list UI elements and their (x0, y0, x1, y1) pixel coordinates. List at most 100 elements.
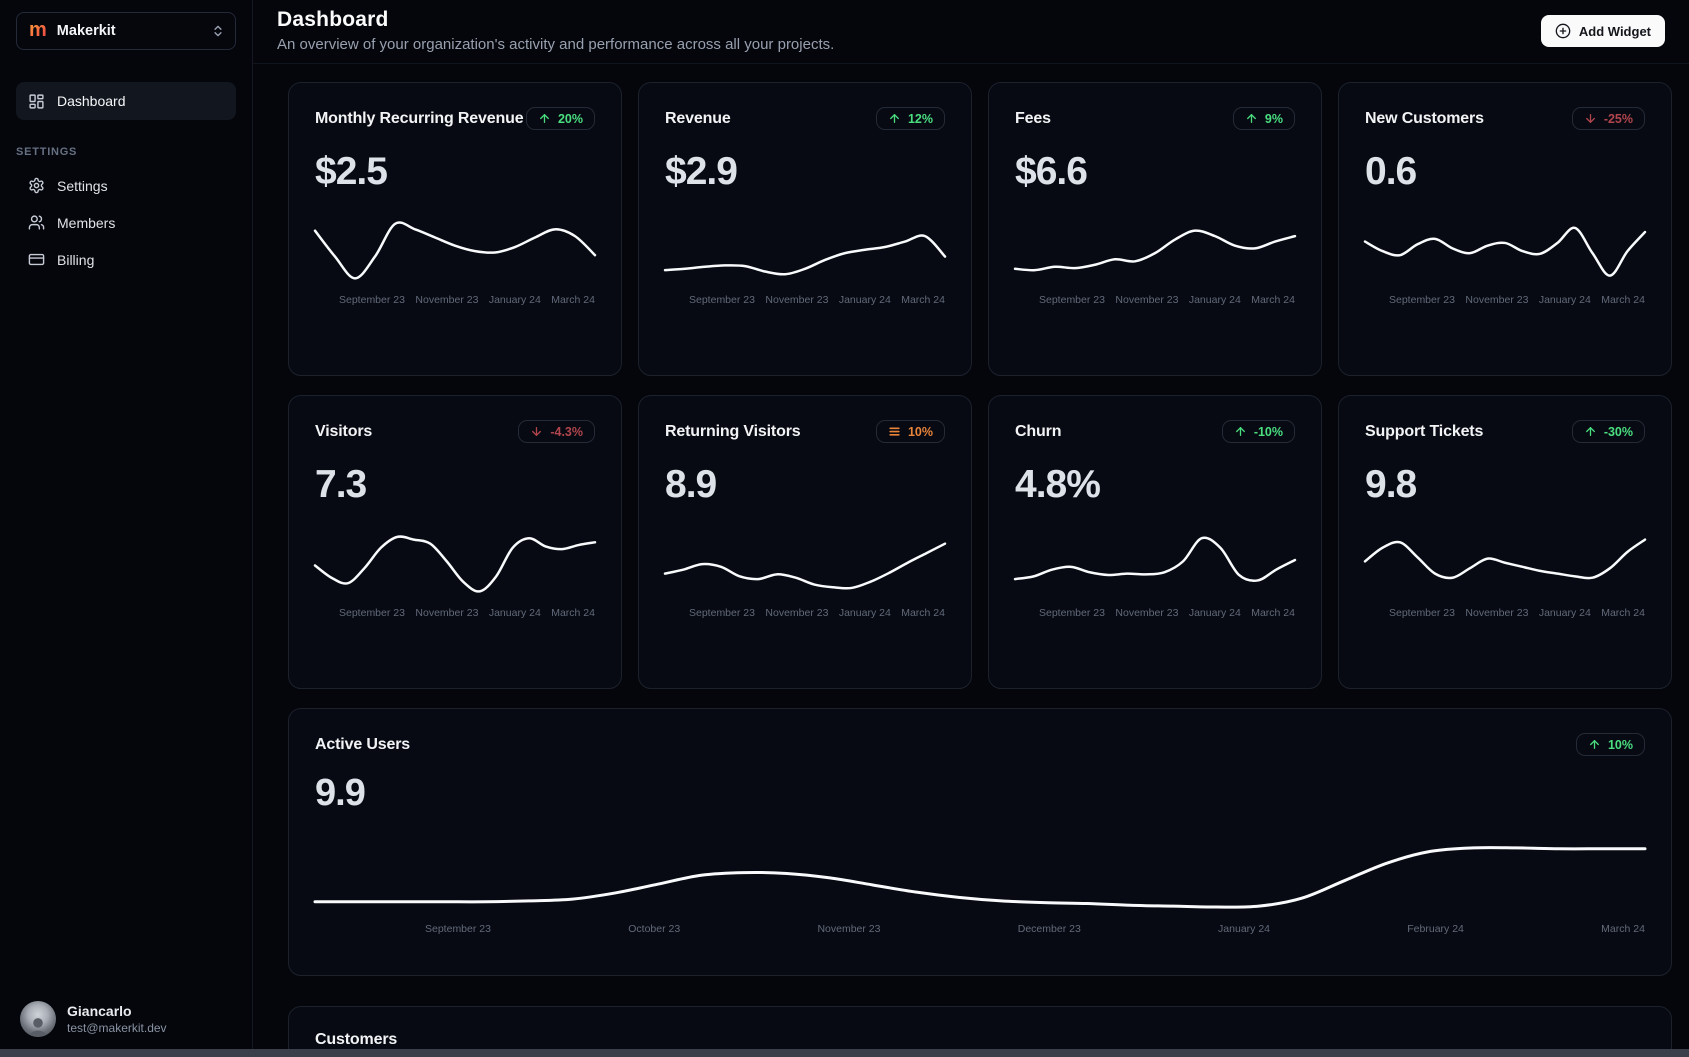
sidebar-item-dashboard[interactable]: Dashboard (16, 82, 236, 120)
x-axis-label: November 23 (415, 607, 479, 619)
circle-plus-icon (1555, 23, 1571, 39)
x-axis-label: February 24 (1407, 923, 1464, 935)
metric-value: $2.5 (315, 150, 388, 193)
horizontal-scrollbar[interactable] (0, 1049, 1689, 1057)
sidebar-item-members[interactable]: Members (16, 205, 236, 240)
metric-value: 8.9 (665, 463, 717, 506)
sidebar-item-label: Members (57, 214, 116, 231)
metric-value: $6.6 (1015, 150, 1088, 193)
sparkline-chart (315, 525, 595, 599)
arrow-up-icon (1234, 425, 1247, 438)
x-axis-labels: September 23 November 23 January 24 March 2… (1365, 607, 1645, 619)
trend-value: 12% (907, 111, 933, 126)
arrow-up-icon (538, 112, 551, 125)
sparkline-chart (315, 212, 595, 286)
trend-badge: 10% (1575, 733, 1645, 756)
team-selector[interactable]: m Makerkit (16, 12, 236, 50)
x-axis-label: January 24 (1538, 294, 1591, 306)
arrow-down-icon (530, 425, 543, 438)
user-profile[interactable]: Giancarlo test@makerkit.dev (16, 995, 236, 1043)
sidebar-item-billing[interactable]: Billing (16, 242, 236, 277)
x-axis-label: September 23 (689, 607, 755, 619)
sparkline-chart (665, 525, 945, 599)
x-axis-labels: September 23 November 23 January 24 March 2… (315, 294, 595, 306)
gear-icon (28, 177, 45, 194)
sparkline-chart (1365, 212, 1645, 286)
trend-badge: -4.3% (518, 420, 595, 443)
active-users-chart (315, 821, 1645, 917)
x-axis-label: March 24 (901, 607, 945, 619)
x-axis-label: January 24 (1218, 923, 1270, 935)
trend-value: -25% (1603, 111, 1633, 126)
sidebar-nav: Dashboard SETTINGS Settings Members Bi (16, 82, 236, 277)
users-icon (28, 214, 45, 231)
page-subtitle: An overview of your organization's activ… (277, 36, 835, 53)
x-axis-label: September 23 (339, 294, 405, 306)
x-axis-label: January 24 (838, 294, 891, 306)
page-header: Dashboard An overview of your organizati… (253, 0, 1689, 64)
card-title: Churn (1015, 422, 1062, 440)
card-title: Visitors (315, 422, 373, 440)
trend-value: -4.3% (550, 424, 583, 439)
x-axis-label: September 23 (1389, 294, 1455, 306)
card-title: Returning Visitors (665, 422, 801, 440)
add-widget-label: Add Widget (1578, 23, 1651, 39)
x-axis-label: March 24 (1251, 607, 1295, 619)
x-axis-label: March 24 (551, 294, 595, 306)
sparkline-chart (665, 212, 945, 286)
x-axis-label: September 23 (689, 294, 755, 306)
metric-value: 0.6 (1365, 150, 1417, 193)
card-title: Fees (1015, 109, 1051, 127)
sparkline-chart (1015, 212, 1295, 286)
x-axis-label: January 24 (1188, 294, 1241, 306)
arrow-up-icon (888, 112, 901, 125)
x-axis-label: September 23 (1039, 607, 1105, 619)
credit-card-icon (28, 251, 45, 268)
x-axis-label: October 23 (628, 923, 681, 935)
user-name: Giancarlo (67, 1003, 132, 1019)
x-axis-label: September 23 (425, 923, 491, 935)
x-axis-label: March 24 (1251, 294, 1295, 306)
x-axis-label: January 24 (488, 294, 541, 306)
add-widget-button[interactable]: Add Widget (1540, 15, 1665, 47)
x-axis-label: November 23 (1465, 294, 1529, 306)
x-axis-labels: September 23 October 23 November 23 Decembe… (315, 923, 1645, 935)
settings-section-label: SETTINGS (16, 146, 78, 158)
sidebar-item-label: Dashboard (57, 93, 126, 109)
stat-card-visitors: Visitors -4.3% 7.3 September 23 November … (288, 395, 622, 689)
stat-card-churn: Churn -10% 4.8% September 23 November 23 J… (988, 395, 1322, 689)
dashboard-content: Monthly Recurring Revenue 20% $2.5 Septe… (253, 64, 1689, 1057)
x-axis-label: March 24 (1601, 607, 1645, 619)
x-axis-label: January 24 (1538, 607, 1591, 619)
x-axis-label: January 24 (838, 607, 891, 619)
sparkline-chart (1015, 525, 1295, 599)
sidebar-item-label: Settings (57, 177, 108, 194)
arrow-up-icon (1245, 112, 1258, 125)
metric-value: 7.3 (315, 463, 367, 506)
card-title: Monthly Recurring Revenue (315, 109, 524, 127)
trend-badge: -25% (1571, 107, 1645, 130)
trend-value: 20% (557, 111, 583, 126)
layout-dashboard-icon (28, 93, 45, 110)
x-axis-label: September 23 (1389, 607, 1455, 619)
stat-card-new-customers: New Customers -25% 0.6 September 23 Novem… (1338, 82, 1672, 376)
trend-value: 10% (907, 424, 933, 439)
metric-value: $2.9 (665, 150, 738, 193)
x-axis-label: September 23 (1039, 294, 1105, 306)
card-title: Customers (315, 1031, 398, 1048)
x-axis-label: March 24 (551, 607, 595, 619)
active-users-card: Active Users 10% 9.9 September 23 October… (288, 708, 1672, 976)
team-name: Makerkit (56, 23, 116, 39)
arrow-up-icon (1584, 425, 1597, 438)
trend-badge: 12% (875, 107, 945, 130)
stat-card-monthly-recurring-revenue: Monthly Recurring Revenue 20% $2.5 Septe… (288, 82, 622, 376)
metric-value: 9.8 (1365, 463, 1417, 506)
page-title: Dashboard (277, 8, 389, 31)
sidebar-item-settings[interactable]: Settings (16, 168, 236, 203)
metric-value: 9.9 (315, 772, 366, 814)
makerkit-logo-icon: m (29, 19, 47, 41)
stat-card-revenue: Revenue 12% $2.9 September 23 November 23… (638, 82, 972, 376)
card-title: Active Users (315, 735, 411, 753)
x-axis-label: March 24 (1601, 923, 1645, 935)
stat-card-fees: Fees 9% $6.6 September 23 November 23 Janu… (988, 82, 1322, 376)
